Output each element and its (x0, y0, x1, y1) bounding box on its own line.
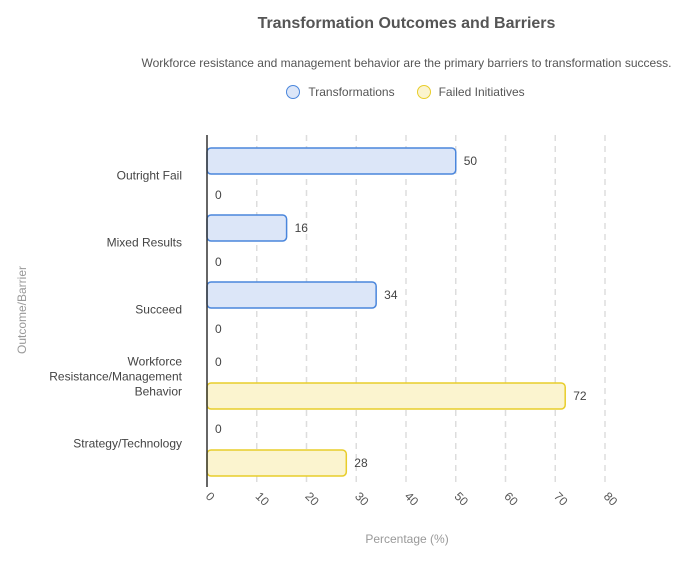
x-tick-label: 50 (452, 489, 472, 509)
bar-transformations (206, 147, 457, 175)
data-label: 0 (215, 355, 222, 369)
legend-item-transformations[interactable]: Transformations (286, 83, 395, 101)
category-label: Outright Fail (117, 169, 182, 183)
data-label: 28 (354, 456, 368, 470)
x-tick-label: 30 (352, 489, 372, 509)
category-label: Resistance/Management (49, 370, 182, 384)
category-label: Strategy/Technology (73, 437, 182, 451)
x-tick-label: 80 (601, 489, 621, 509)
legend-swatch-failed-initiatives (416, 85, 431, 99)
data-label: 0 (215, 322, 222, 336)
data-label: 50 (464, 154, 478, 168)
category-label: Workforce (128, 355, 183, 369)
legend-item-failed-initiatives[interactable]: Failed Initiatives (416, 83, 525, 101)
bar-failed-initiatives (206, 449, 348, 477)
x-tick-label: 40 (402, 489, 422, 509)
bar-failed-initiatives (206, 382, 566, 410)
data-label: 0 (215, 422, 222, 436)
chart-title: Transformation Outcomes and Barriers (257, 15, 556, 32)
data-label: 34 (384, 288, 398, 302)
legend-label-transformations: Transformations (308, 85, 395, 99)
data-label: 0 (215, 188, 222, 202)
data-label: 0 (215, 255, 222, 269)
legend-swatch-transformations (286, 85, 301, 99)
x-tick-label: 60 (501, 489, 521, 509)
chart-subtitle: Workforce resistance and management beha… (141, 56, 672, 70)
x-axis-label: Percentage (%) (365, 532, 449, 546)
x-tick-label: 0 (203, 489, 218, 504)
category-label: Behavior (135, 385, 182, 399)
x-tick-label: 10 (253, 489, 273, 509)
legend: Transformations Failed Initiatives (0, 83, 693, 101)
data-label: 16 (295, 221, 309, 235)
category-label: Mixed Results (107, 236, 182, 250)
x-tick-label: 70 (551, 489, 571, 509)
bar-transformations (206, 281, 377, 309)
category-label: Succeed (135, 303, 182, 317)
x-tick-label: 20 (302, 489, 322, 509)
data-label: 72 (573, 389, 587, 403)
bar-transformations (206, 214, 288, 242)
legend-label-failed-initiatives: Failed Initiatives (438, 85, 525, 99)
